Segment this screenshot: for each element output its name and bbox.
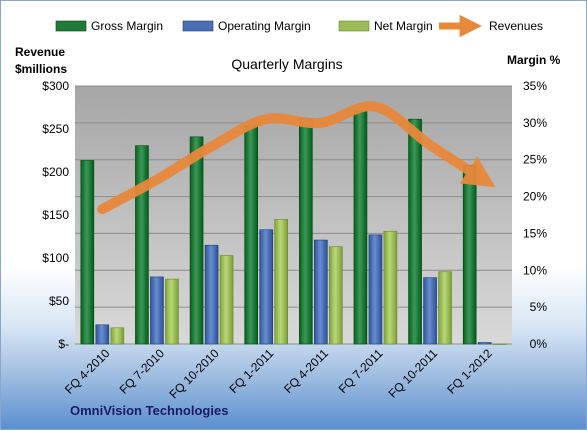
left-tick-label: $50 [49,294,69,308]
right-tick-label: 5% [530,300,548,314]
left-tick-label: $100 [42,251,69,265]
bar-gross-margin [353,110,368,345]
legend-swatch [182,20,214,32]
bar-gross-margin [462,165,477,345]
bar-gross-margin [80,160,95,345]
bar-gross-margin [244,125,258,345]
legend-swatch [338,20,370,32]
right-tick-label: 20% [523,190,547,204]
left-axis-title-line2: $millions [15,62,67,76]
bars [80,110,507,345]
legend-swatch [55,20,87,32]
bar-net-margin [383,230,398,345]
left-tick-label: $- [58,337,69,351]
chart-title: Quarterly Margins [231,56,342,72]
legend-label: Operating Margin [218,19,311,33]
bar-gross-margin [408,118,422,345]
x-tick-label: FQ 7-2010 [117,346,168,397]
right-tick-label: 15% [523,226,547,240]
bar-gross-margin [299,118,313,345]
left-tick-label: $200 [42,165,69,179]
legend-label: Net Margin [374,19,433,33]
left-tick-label: $150 [42,208,69,222]
right-tick-label: 30% [523,116,547,130]
right-tick-label: 35% [523,79,547,93]
revenue-line-layer [97,101,496,215]
revenue-line [97,101,496,215]
legend: Gross Margin Operating Margin Net Margin Re… [55,14,543,38]
bar-operating-margin [477,342,492,345]
bar-net-margin [274,219,288,345]
bar-gross-margin [135,145,149,345]
bar-operating-margin [204,244,219,345]
bar-net-margin [165,278,179,345]
bar-operating-margin [314,239,328,345]
right-axis-title: Margin % [507,53,561,67]
right-tick-label: 10% [523,263,547,277]
x-axis: FQ 4-2010 FQ 7-2010 FQ 10-2010 FQ 1-2011 FQ … [62,346,495,401]
bar-operating-margin [423,277,437,345]
x-tick-label: FQ 1-2012 [444,346,495,397]
left-tick-label: $300 [42,79,69,93]
x-tick-label: FQ 4-2010 [62,346,113,397]
left-axis: $- $50 $100 $150 $200 $250 $300 [42,79,69,351]
right-tick-label: 0% [530,337,548,351]
bar-net-margin [219,255,234,345]
bar-operating-margin [259,229,273,345]
bar-net-margin [438,271,452,345]
left-tick-label: $250 [42,122,69,136]
x-tick-label: FQ 10-2011 [386,346,441,401]
bar-operating-margin [150,276,164,345]
legend-label: Revenues [489,19,543,33]
bar-net-margin [492,343,507,345]
bar-gross-margin [189,136,204,345]
x-tick-label: FQ 7-2011 [336,346,386,396]
x-tick-label: FQ 4-2011 [281,346,331,396]
bar-operating-margin [95,324,110,345]
left-axis-title-line1: Revenue [15,45,65,59]
bar-net-margin [329,246,343,345]
right-axis: 0% 5% 10% 15% 20% 25% 30% 35% [523,79,547,351]
company-name: OmniVision Technologies [70,403,228,418]
bar-operating-margin [368,234,383,345]
bar-net-margin [110,327,125,345]
x-tick-label: FQ 10-2010 [166,346,221,401]
x-tick-label: FQ 1-2011 [226,346,276,396]
right-tick-label: 25% [523,153,547,167]
legend-label: Gross Margin [91,19,163,33]
